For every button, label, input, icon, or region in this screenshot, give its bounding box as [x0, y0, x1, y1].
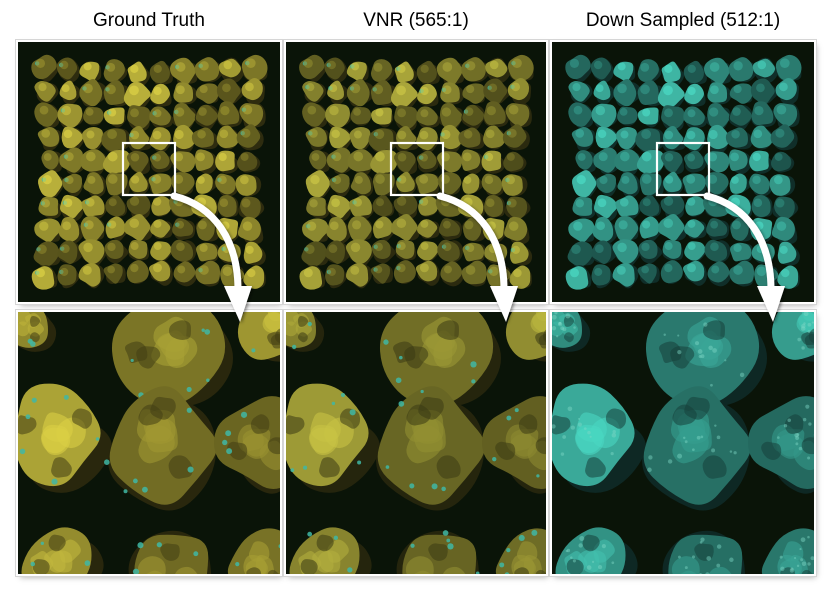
overview-down-sampled: [550, 40, 816, 304]
title-vnr: VNR (565:1): [363, 10, 469, 31]
overview-ground-truth: [16, 40, 282, 304]
overview-vnr-image: [286, 42, 546, 302]
title-down-sampled: Down Sampled (512:1): [585, 10, 781, 31]
zoom-ground-truth-image: [18, 312, 280, 574]
overview-ground-truth-image: [18, 42, 280, 302]
zoom-down-sampled-image: [552, 312, 814, 574]
title-ground-truth: Ground Truth: [93, 10, 205, 31]
zoom-down-sampled: [550, 310, 816, 576]
overview-vnr: [284, 40, 548, 304]
zoom-vnr: [284, 310, 548, 576]
zoom-ground-truth: [16, 310, 282, 576]
zoom-vnr-image: [286, 312, 546, 574]
overview-down-sampled-image: [552, 42, 814, 302]
